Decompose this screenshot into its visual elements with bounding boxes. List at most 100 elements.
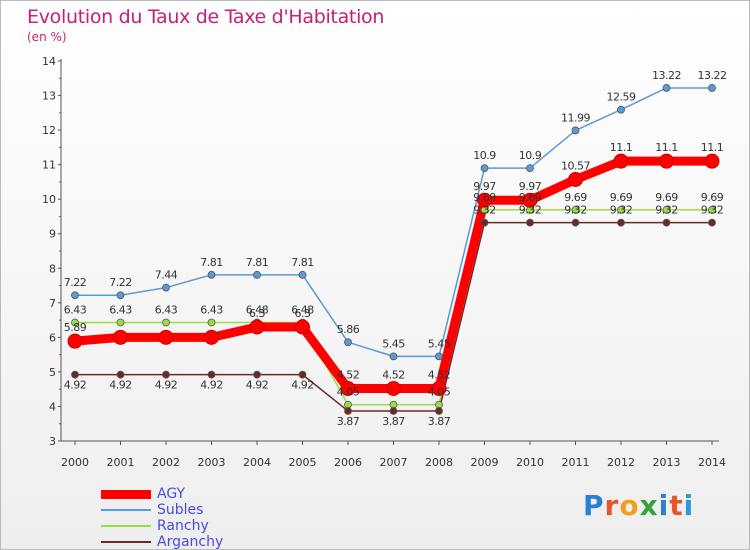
data-label-ranchy: 6.43 <box>200 304 223 317</box>
data-label-ranchy: 9.69 <box>701 191 724 204</box>
data-point-agy <box>249 319 265 335</box>
data-point-arganchy <box>71 370 79 379</box>
data-point-agy <box>477 192 492 208</box>
data-point-arganchy <box>526 218 534 227</box>
y-tick-label: 14 <box>42 55 56 68</box>
data-label-ranchy: 9.69 <box>610 191 633 204</box>
data-point-subles <box>207 270 216 279</box>
data-point-subles <box>662 84 671 92</box>
logo-letter: r <box>604 489 620 522</box>
data-point-subles <box>389 352 398 361</box>
data-point-subles <box>298 270 307 279</box>
data-point-ranchy <box>207 318 216 327</box>
data-point-agy <box>522 192 538 208</box>
data-point-ranchy <box>662 205 671 214</box>
data-label-ranchy: 6.43 <box>64 304 87 317</box>
data-label-arganchy: 3.87 <box>428 415 451 428</box>
y-tick-label: 9 <box>49 228 56 241</box>
data-label-agy: 11.1 <box>610 141 633 154</box>
logo-letter: o <box>619 489 640 522</box>
data-label-ranchy: 6.43 <box>109 304 132 317</box>
y-tick-label: 4 <box>49 400 56 413</box>
data-point-subles <box>708 84 716 92</box>
data-point-arganchy <box>617 218 625 227</box>
x-tick-label: 2003 <box>198 456 226 469</box>
data-label-arganchy: 9.32 <box>610 204 633 217</box>
y-tick-label: 10 <box>42 193 56 206</box>
data-point-subles <box>116 291 125 300</box>
logo-letter: i <box>658 489 670 522</box>
data-label-arganchy: 3.87 <box>382 415 405 428</box>
data-label-agy: 4.52 <box>337 368 360 381</box>
data-label-agy: 6.3 <box>295 307 311 320</box>
data-label-ranchy: 4.05 <box>428 386 451 399</box>
data-label-ranchy: 6.48 <box>246 304 269 317</box>
data-label-subles: 5.86 <box>337 323 360 336</box>
data-point-arganchy <box>162 370 170 379</box>
x-tick-label: 2011 <box>562 456 590 469</box>
data-label-agy: 11.1 <box>655 141 678 154</box>
data-point-subles <box>571 126 580 135</box>
data-label-subles: 12.59 <box>607 91 636 104</box>
legend-swatch-subles <box>101 509 151 511</box>
data-point-subles <box>71 291 79 300</box>
y-tick-label: 7 <box>49 297 56 310</box>
y-tick-label: 12 <box>42 124 56 137</box>
data-point-arganchy <box>253 370 261 379</box>
chart-title: Evolution du Taux de Taxe d'Habitation <box>27 6 385 28</box>
data-label-ranchy: 4.05 <box>337 386 360 399</box>
data-label-agy: 9.97 <box>519 180 542 193</box>
x-tick-label: 2013 <box>653 456 681 469</box>
x-tick-label: 2004 <box>243 456 271 469</box>
data-point-agy <box>295 319 310 335</box>
data-label-ranchy: 9.69 <box>519 191 542 204</box>
logo-letter: t <box>669 489 684 522</box>
data-point-agy <box>613 153 629 169</box>
data-point-arganchy <box>708 218 716 227</box>
data-label-agy: 4.52 <box>382 368 405 381</box>
data-label-subles: 10.9 <box>519 149 542 162</box>
x-tick-label: 2002 <box>152 456 180 469</box>
x-tick-label: 2006 <box>334 456 362 469</box>
data-label-arganchy: 4.92 <box>200 379 223 392</box>
x-tick-label: 2012 <box>607 456 635 469</box>
data-label-ranchy: 9.69 <box>564 191 587 204</box>
data-label-subles: 13.22 <box>698 69 727 82</box>
data-point-subles <box>162 283 170 292</box>
logo-letter: i <box>683 489 695 522</box>
data-label-agy: 5.89 <box>64 321 87 334</box>
data-label-arganchy: 9.32 <box>519 204 542 217</box>
data-point-agy <box>204 329 219 345</box>
data-label-arganchy: 4.92 <box>155 379 178 392</box>
data-point-arganchy <box>344 407 352 415</box>
y-tick-label: 5 <box>49 366 56 379</box>
data-point-subles <box>435 352 443 361</box>
data-label-arganchy: 9.32 <box>701 204 724 217</box>
data-point-subles <box>526 164 534 172</box>
data-label-arganchy: 4.92 <box>109 379 132 392</box>
y-tick-label: 13 <box>42 90 56 103</box>
x-tick-label: 2007 <box>380 456 408 469</box>
logo-letter: x <box>639 489 659 522</box>
data-point-subles <box>617 105 625 114</box>
data-label-subles: 7.22 <box>64 276 87 289</box>
data-point-agy <box>704 153 720 169</box>
x-tick-label: 2010 <box>516 456 544 469</box>
data-label-arganchy: 4.92 <box>291 379 314 392</box>
data-point-agy <box>67 333 83 349</box>
data-point-arganchy <box>480 218 489 227</box>
data-point-subles <box>344 338 352 347</box>
legend: AGY Subles Ranchy Arganchy <box>101 486 223 550</box>
data-label-ranchy: 9.69 <box>655 191 678 204</box>
data-point-arganchy <box>662 218 671 227</box>
data-point-agy <box>431 380 447 396</box>
legend-label-arganchy: Arganchy <box>157 534 224 550</box>
legend-item-ranchy: Ranchy <box>101 518 223 534</box>
data-label-subles: 7.44 <box>155 269 178 282</box>
y-tick-label: 6 <box>49 331 56 344</box>
data-point-agy <box>113 329 128 345</box>
chart-subtitle: (en %) <box>27 30 67 44</box>
data-label-arganchy: 4.92 <box>246 379 269 392</box>
legend-label-subles: Subles <box>157 502 204 518</box>
